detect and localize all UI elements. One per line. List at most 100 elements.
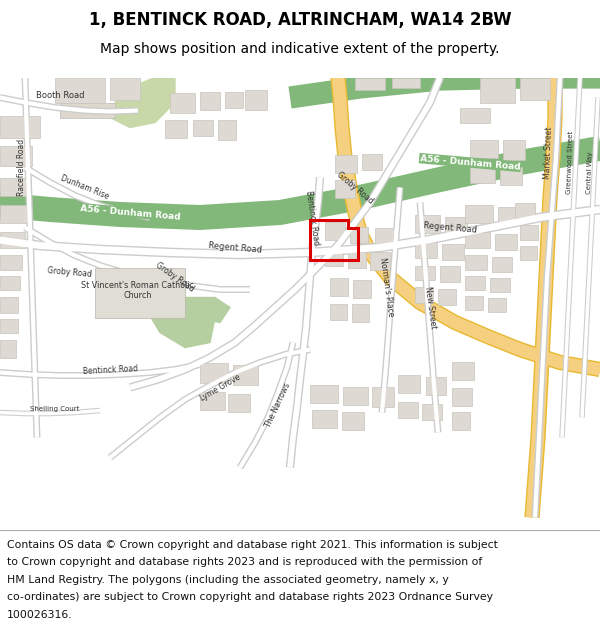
Polygon shape [465,204,493,222]
Polygon shape [355,78,385,89]
Polygon shape [520,224,538,239]
Polygon shape [325,221,345,239]
Text: Lyme Grove: Lyme Grove [198,372,242,402]
Text: Norman's Place: Norman's Place [379,258,395,318]
Polygon shape [95,268,185,318]
Polygon shape [225,91,243,108]
Polygon shape [503,139,525,159]
Text: Bentinck Road: Bentinck Road [304,189,320,246]
Polygon shape [200,362,228,382]
Text: Sheiling Court: Sheiling Court [31,406,80,412]
Polygon shape [218,119,236,139]
Polygon shape [495,234,517,249]
Polygon shape [330,278,348,296]
Polygon shape [398,401,418,418]
Polygon shape [490,278,510,291]
Polygon shape [0,231,25,248]
Polygon shape [440,266,460,281]
Polygon shape [465,296,483,309]
Polygon shape [0,296,18,312]
Text: A56 - Dunham Road: A56 - Dunham Road [79,204,181,221]
Polygon shape [228,394,250,411]
Polygon shape [492,256,512,271]
Polygon shape [415,214,440,232]
Polygon shape [0,254,22,269]
Text: Greenwood Street: Greenwood Street [566,131,574,194]
Polygon shape [165,119,187,138]
Polygon shape [452,411,470,429]
Polygon shape [0,204,28,222]
Text: Bentinck Road: Bentinck Road [82,364,138,376]
Polygon shape [500,166,522,184]
Polygon shape [460,107,490,122]
Polygon shape [245,89,267,109]
Polygon shape [200,91,220,109]
Polygon shape [488,298,506,311]
Polygon shape [465,276,485,289]
Text: Regent Road: Regent Road [423,221,477,234]
Polygon shape [470,164,495,182]
Polygon shape [55,78,105,102]
Polygon shape [0,177,30,196]
Polygon shape [170,92,195,112]
Text: Market Street: Market Street [542,126,553,179]
Text: The Narrows: The Narrows [264,382,292,429]
Polygon shape [0,276,20,289]
Polygon shape [352,304,369,321]
Text: Map shows position and indicative extent of the property.: Map shows position and indicative extent… [100,42,500,56]
Polygon shape [350,226,368,242]
Polygon shape [353,279,371,298]
Text: Racefield Road: Racefield Road [17,139,26,196]
Polygon shape [415,286,433,302]
Polygon shape [375,228,397,246]
Polygon shape [520,246,537,259]
Polygon shape [310,384,338,402]
Polygon shape [330,304,347,319]
Text: St Vincent's Roman Catholic
Church: St Vincent's Roman Catholic Church [82,281,194,300]
Text: Central Way: Central Way [586,151,594,194]
Polygon shape [193,119,213,136]
Polygon shape [392,78,420,88]
Polygon shape [470,139,498,158]
Polygon shape [110,78,140,99]
Polygon shape [498,206,523,224]
Text: HM Land Registry. The polygons (including the associated geometry, namely x, y: HM Land Registry. The polygons (includin… [7,574,449,584]
Polygon shape [465,254,487,269]
Polygon shape [445,216,467,234]
Text: Groby Road: Groby Road [335,170,375,205]
Polygon shape [0,146,32,166]
Polygon shape [415,241,437,258]
Polygon shape [148,298,215,348]
Polygon shape [200,391,225,409]
Text: Contains OS data © Crown copyright and database right 2021. This information is : Contains OS data © Crown copyright and d… [7,539,498,549]
Text: Dunham Rise: Dunham Rise [59,174,110,201]
Polygon shape [442,244,464,259]
Polygon shape [372,386,394,406]
Polygon shape [195,298,230,322]
Text: to Crown copyright and database rights 2023 and is reproduced with the permissio: to Crown copyright and database rights 2… [7,557,482,567]
Polygon shape [342,411,364,429]
Polygon shape [0,339,16,357]
Polygon shape [426,376,446,394]
Polygon shape [415,266,435,279]
Polygon shape [452,388,472,406]
Polygon shape [398,374,420,392]
Polygon shape [312,409,337,428]
Polygon shape [343,386,368,404]
Polygon shape [362,154,382,169]
Polygon shape [335,154,357,173]
Text: co-ordinates) are subject to Crown copyright and database rights 2023 Ordnance S: co-ordinates) are subject to Crown copyr… [7,592,493,602]
Polygon shape [348,251,366,268]
Polygon shape [60,102,115,118]
Polygon shape [325,249,343,266]
Text: Booth Road: Booth Road [36,91,84,100]
Polygon shape [480,78,515,102]
Polygon shape [370,251,390,269]
Polygon shape [515,202,535,217]
Text: Groby Road: Groby Road [47,266,92,279]
Polygon shape [0,116,40,138]
Polygon shape [520,78,550,99]
Text: Regent Road: Regent Road [208,241,262,254]
Text: New Street: New Street [422,286,437,329]
Polygon shape [438,289,456,304]
